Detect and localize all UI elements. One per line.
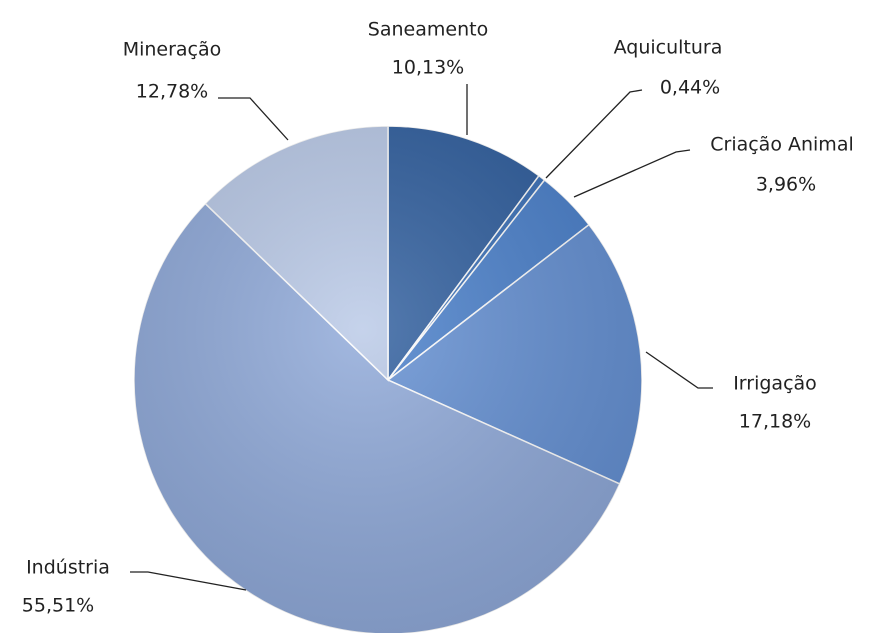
slice-label: Aquicultura bbox=[614, 37, 723, 59]
leader-line bbox=[130, 571, 247, 591]
slice-label: Criação Animal bbox=[710, 134, 854, 156]
leader-line bbox=[645, 351, 713, 389]
slice-label: Saneamento bbox=[368, 19, 488, 41]
slice-label: Irrigação bbox=[733, 373, 817, 395]
leader-line bbox=[573, 149, 691, 198]
slice-label: Indústria bbox=[26, 557, 110, 579]
leader-line bbox=[545, 89, 643, 179]
pie bbox=[133, 125, 643, 633]
leader-lines bbox=[130, 84, 713, 591]
value-label: 12,78% bbox=[136, 81, 208, 103]
value-label: 3,96% bbox=[756, 174, 816, 196]
leader-line bbox=[218, 97, 289, 141]
value-label: 55,51% bbox=[22, 595, 94, 617]
value-label: 17,18% bbox=[739, 411, 811, 433]
value-label: 10,13% bbox=[392, 57, 464, 79]
value-label: 0,44% bbox=[660, 77, 720, 99]
slice-label: Mineração bbox=[123, 39, 222, 61]
